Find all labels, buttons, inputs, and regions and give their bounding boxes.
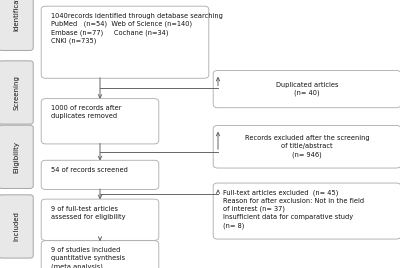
FancyBboxPatch shape (213, 125, 400, 168)
Text: 9 of studies included
quantitative synthesis
(meta analysis): 9 of studies included quantitative synth… (51, 247, 125, 268)
FancyBboxPatch shape (41, 99, 159, 144)
FancyBboxPatch shape (0, 195, 33, 258)
Text: Full-text articles excluded  (n= 45)
Reason for after exclusion: Not in the fiel: Full-text articles excluded (n= 45) Reas… (223, 189, 364, 229)
FancyBboxPatch shape (0, 61, 33, 124)
Text: 9 of full-test articles
assessed for eligibility: 9 of full-test articles assessed for eli… (51, 206, 125, 219)
Text: Records excluded after the screening
of title/abstract
(n= 946): Records excluded after the screening of … (245, 136, 369, 158)
Text: Duplicated articles
(n= 40): Duplicated articles (n= 40) (276, 82, 338, 96)
FancyBboxPatch shape (41, 160, 159, 189)
FancyBboxPatch shape (213, 183, 400, 239)
Text: Eligibility: Eligibility (13, 141, 19, 173)
Text: 1000 of records after
duplicates removed: 1000 of records after duplicates removed (51, 105, 121, 119)
FancyBboxPatch shape (0, 125, 33, 188)
FancyBboxPatch shape (213, 70, 400, 108)
Text: Identification: Identification (13, 0, 19, 31)
Text: 1040records identified through detabase searching
PubMed   (n=54)  Web of Scienc: 1040records identified through detabase … (51, 13, 223, 44)
Text: Screening: Screening (13, 75, 19, 110)
FancyBboxPatch shape (0, 0, 33, 50)
FancyBboxPatch shape (41, 6, 209, 78)
FancyBboxPatch shape (41, 199, 159, 240)
Text: 54 of records screened: 54 of records screened (51, 167, 128, 173)
FancyBboxPatch shape (41, 241, 159, 268)
Text: Included: Included (13, 211, 19, 241)
